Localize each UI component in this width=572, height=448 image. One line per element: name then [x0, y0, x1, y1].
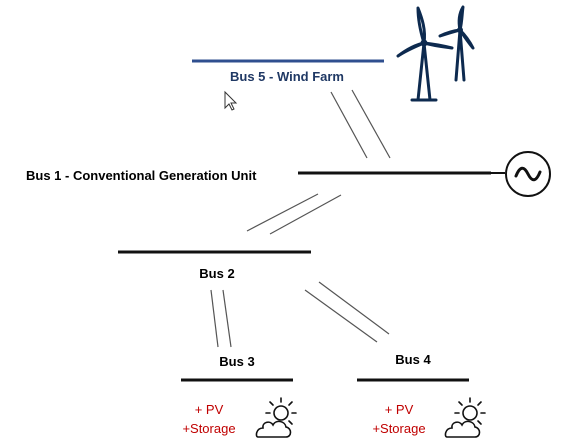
bus4-label: Bus 4	[395, 352, 431, 367]
bus3-der-line1: + PV	[195, 402, 224, 417]
bus1-label: Bus 1 - Conventional Generation Unit	[26, 168, 257, 183]
partly-sunny-icon	[444, 397, 486, 438]
mouse-cursor-icon	[224, 90, 238, 111]
transmission-line-bus2-bus3	[210, 289, 232, 348]
bus4-der-line1: + PV	[385, 402, 414, 417]
transmission-line-bus5-bus1	[330, 89, 391, 159]
ac-generator-icon	[491, 151, 551, 197]
bus5-label: Bus 5 - Wind Farm	[230, 69, 344, 84]
bus2-label: Bus 2	[199, 266, 234, 281]
bus3-label: Bus 3	[219, 354, 254, 369]
wind-turbine-icon	[396, 5, 475, 102]
partly-sunny-icon	[255, 397, 297, 438]
transmission-line-bus2-bus4	[304, 281, 390, 343]
transmission-line-bus1-bus2	[246, 193, 342, 235]
bus4-der-line2: +Storage	[372, 421, 425, 436]
bus3-der-line2: +Storage	[182, 421, 235, 436]
